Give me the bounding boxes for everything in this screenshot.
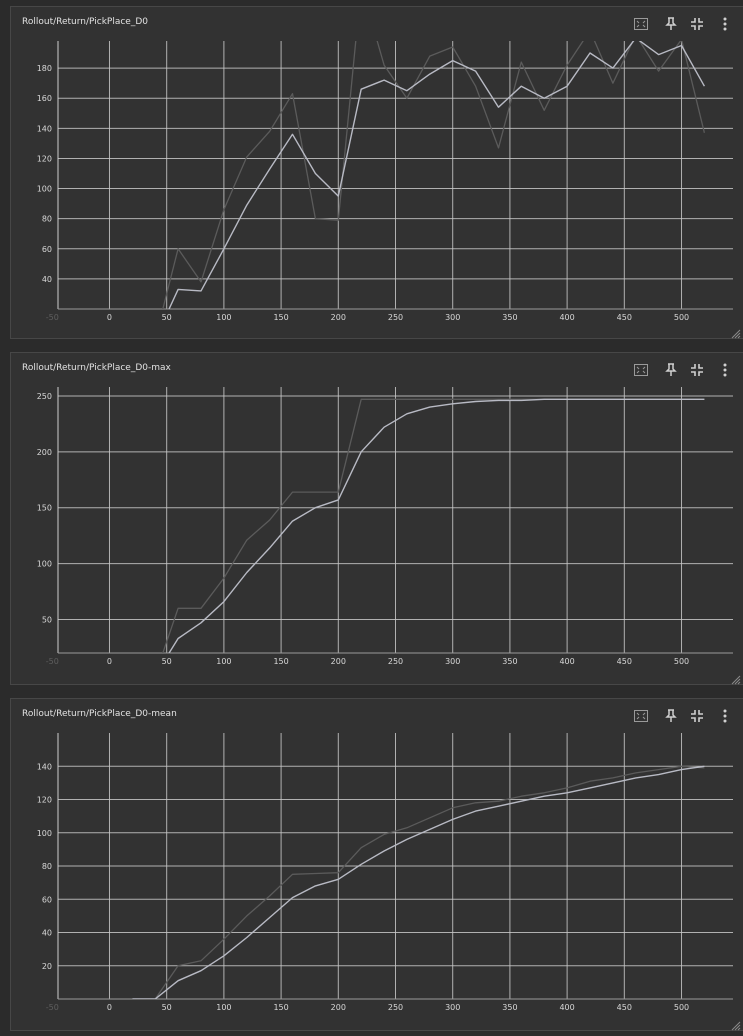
x-tick-label: 400	[559, 657, 574, 666]
y-tick-label: 40	[42, 929, 52, 938]
collapse-icon[interactable]	[689, 362, 705, 378]
y-tick-label: 250	[37, 392, 52, 401]
y-tick-label: 50	[42, 615, 52, 624]
x-tick-label: 100	[216, 313, 231, 322]
line-chart[interactable]: 40 60 80 100 120 140 160 180 -50 0 50 100 150 200 250 3…	[11, 7, 742, 338]
x-tick-label: 350	[502, 1003, 517, 1012]
y-tick-label: 80	[42, 215, 52, 224]
line-chart[interactable]: 50 100 150 200 250 -50 0 50 100 150 200 250 300 350 40…	[11, 353, 742, 684]
x-tick-label: 0	[107, 1003, 112, 1012]
x-tick-label: 300	[445, 657, 460, 666]
x-tick-label: 0	[107, 657, 112, 666]
series-group	[132, 765, 705, 999]
card-header: Rollout/Return/PickPlace_D0-mean	[11, 699, 743, 733]
series-group	[162, 41, 706, 309]
x-tick-label: 50	[162, 313, 172, 322]
y-tick-label: 60	[42, 245, 52, 254]
x-tick-label: 450	[617, 657, 632, 666]
raw-series-line	[162, 41, 706, 309]
x-tick-label: 350	[502, 657, 517, 666]
card-toolbar	[633, 362, 743, 378]
y-tick-label: 100	[37, 185, 52, 194]
y-tick-label: 80	[42, 862, 52, 871]
card-toolbar	[633, 16, 743, 32]
x-tick-label: 200	[331, 657, 346, 666]
y-tick-label: 180	[37, 64, 52, 73]
x-tick-label: 150	[273, 313, 288, 322]
x-tick-label: -50	[46, 1003, 59, 1012]
x-tick-label: 100	[216, 1003, 231, 1012]
grid	[58, 41, 733, 309]
y-tick-label: 100	[37, 829, 52, 838]
x-tick-label: 200	[331, 1003, 346, 1012]
y-tick-label: 140	[37, 124, 52, 133]
chart-title: Rollout/Return/PickPlace_D0-max	[22, 363, 171, 373]
x-tick-label: 450	[617, 313, 632, 322]
x-tick-label: 400	[559, 313, 574, 322]
x-tick-label: 300	[445, 313, 460, 322]
y-tick-label: 120	[37, 154, 52, 163]
line-chart[interactable]: 20 40 60 80 100 120 140 -50 0 50 100 150 200 250 300 35…	[11, 699, 742, 1030]
x-tick-label: 250	[388, 657, 403, 666]
pin-icon[interactable]	[663, 362, 679, 378]
collapse-icon[interactable]	[689, 708, 705, 724]
raw-series-line	[162, 398, 705, 653]
raw-series-line	[132, 765, 705, 999]
y-tick-label: 100	[37, 560, 52, 569]
more-vertical-icon[interactable]	[717, 16, 733, 32]
grid	[58, 733, 733, 999]
x-tick-label: 100	[216, 657, 231, 666]
pin-icon[interactable]	[663, 16, 679, 32]
x-tick-label: 200	[331, 313, 346, 322]
smoothed-series-line	[168, 398, 705, 653]
y-tick-label: 150	[37, 504, 52, 513]
resize-handle-icon[interactable]	[729, 324, 741, 339]
x-tick-label: 400	[559, 1003, 574, 1012]
x-tick-label: 150	[273, 657, 288, 666]
x-tick-label: 50	[162, 1003, 172, 1012]
x-tick-label: -50	[46, 313, 59, 322]
y-tick-label: 200	[37, 448, 52, 457]
y-tick-label: 60	[42, 895, 52, 904]
y-tick-label: 20	[42, 962, 52, 971]
x-tick-label: 500	[674, 1003, 689, 1012]
y-tick-label: 140	[37, 762, 52, 771]
x-tick-label: -50	[46, 657, 59, 666]
x-tick-label: 0	[107, 313, 112, 322]
y-tick-label: 120	[37, 796, 52, 805]
chart-card-1: Rollout/Return/PickPlace_D0 40 60 80 100 120…	[10, 6, 743, 339]
chart-title: Rollout/Return/PickPlace_D0	[22, 17, 148, 27]
y-tick-label: 160	[37, 94, 52, 103]
x-tick-label: 500	[674, 657, 689, 666]
resize-handle-icon[interactable]	[729, 1016, 741, 1031]
x-tick-label: 250	[388, 1003, 403, 1012]
x-tick-label: 50	[162, 657, 172, 666]
card-header: Rollout/Return/PickPlace_D0	[11, 7, 743, 41]
x-tick-label: 350	[502, 313, 517, 322]
more-vertical-icon[interactable]	[717, 708, 733, 724]
chart-title: Rollout/Return/PickPlace_D0-mean	[22, 709, 177, 719]
x-tick-label: 300	[445, 1003, 460, 1012]
chart-card-3: Rollout/Return/PickPlace_D0-mean 20 40 60 8…	[10, 698, 743, 1031]
x-tick-label: 450	[617, 1003, 632, 1012]
card-toolbar	[633, 708, 743, 724]
series-group	[162, 398, 705, 653]
resize-handle-icon[interactable]	[729, 670, 741, 685]
fit-domain-icon[interactable]	[633, 362, 649, 378]
collapse-icon[interactable]	[689, 16, 705, 32]
card-header: Rollout/Return/PickPlace_D0-max	[11, 353, 743, 387]
fit-domain-icon[interactable]	[633, 708, 649, 724]
more-vertical-icon[interactable]	[717, 362, 733, 378]
chart-card-2: Rollout/Return/PickPlace_D0-max 50 100 150…	[10, 352, 743, 685]
grid	[58, 387, 733, 653]
x-tick-label: 500	[674, 313, 689, 322]
fit-domain-icon[interactable]	[633, 16, 649, 32]
x-tick-label: 250	[388, 313, 403, 322]
pin-icon[interactable]	[663, 708, 679, 724]
smoothed-series-line	[168, 41, 706, 309]
smoothed-series-line	[132, 765, 705, 999]
y-tick-label: 40	[42, 275, 52, 284]
x-tick-label: 150	[273, 1003, 288, 1012]
